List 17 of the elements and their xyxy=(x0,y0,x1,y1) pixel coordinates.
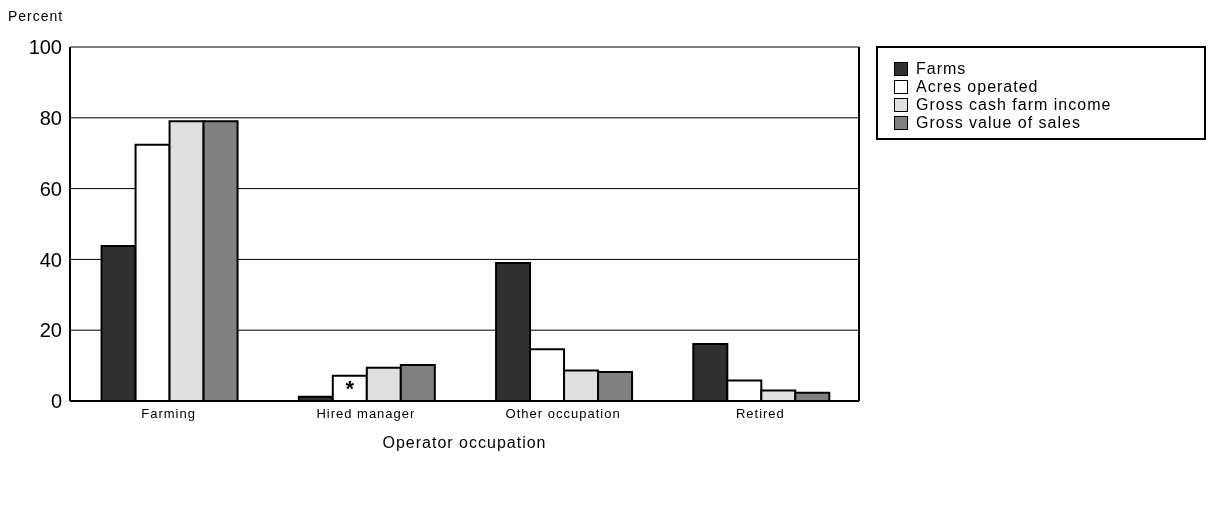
x-axis-title: Operator occupation xyxy=(382,434,547,451)
x-tick-label: Other occupation xyxy=(505,406,621,422)
legend-label: Gross value of sales xyxy=(916,114,1081,132)
y-tick-label: 0 xyxy=(50,390,62,413)
legend-label: Farms xyxy=(916,60,967,78)
x-tick-label: Retired xyxy=(735,406,785,422)
y-axis-title: Percent xyxy=(8,8,64,24)
y-tick-label: 100 xyxy=(28,36,62,59)
x-tick-label: Farming xyxy=(141,406,196,422)
x-tick-label: Hired manager xyxy=(316,406,416,422)
annotation: * xyxy=(345,375,355,401)
legend-label: Gross cash farm income xyxy=(916,96,1112,114)
y-tick-label: 60 xyxy=(39,177,62,200)
y-tick-label: 80 xyxy=(39,106,62,129)
legend-label: Acres operated xyxy=(916,78,1039,96)
y-tick-label: 20 xyxy=(39,319,62,342)
y-tick-label: 40 xyxy=(39,248,62,271)
